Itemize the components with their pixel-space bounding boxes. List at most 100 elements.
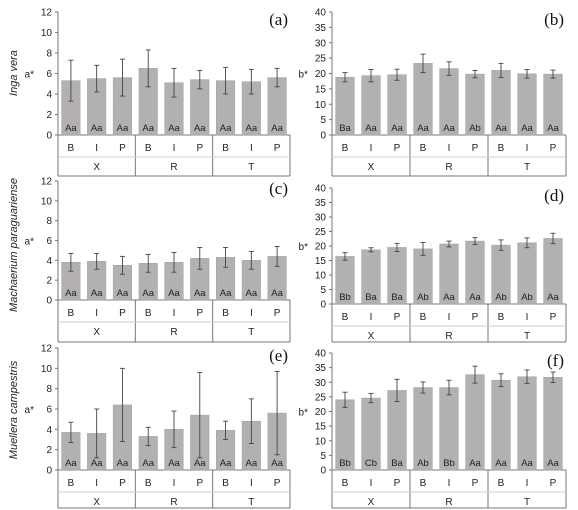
panel-c-x-tick-label: P — [196, 308, 203, 319]
panel-d-bar-label: Ab — [417, 292, 429, 303]
panel-d-x-tick-label: P — [472, 312, 479, 323]
panel-b-y-tick-label: 35 — [315, 23, 327, 34]
panel-f-bar — [543, 377, 563, 471]
panel-e-bar-label: Aa — [194, 458, 206, 469]
panel-a-bar-label: Aa — [117, 123, 129, 134]
panel-d-bar-label: Aa — [469, 292, 481, 303]
panel-e-y-tick-label: 8 — [46, 384, 52, 395]
panel-f-x-tick-label: I — [448, 478, 451, 489]
panel-b-y-tick-label: 30 — [315, 38, 327, 49]
panel-b-group-label: X — [368, 162, 375, 173]
panel-a-label: (a) — [269, 10, 288, 29]
panel-a-bar-label: Aa — [194, 123, 206, 134]
panel-a-x-tick-label: B — [68, 143, 75, 154]
panel-c-bar-label: Aa — [271, 288, 283, 299]
panel-d-y-tick-label: 5 — [320, 285, 326, 296]
panel-d-x-tick-label: I — [526, 312, 529, 323]
panel-c-y-axis-label: a* — [25, 237, 35, 248]
panel-b-bar-label: Ba — [339, 123, 351, 134]
panel-b-x-tick-label: P — [394, 143, 401, 154]
panel-e-y-tick-label: 0 — [46, 466, 52, 477]
panel-f-x-tick-label: B — [420, 478, 427, 489]
panel-d-bar-label: Ab — [495, 292, 507, 303]
panel-f-group-label: X — [368, 497, 375, 508]
panel-c-group-label: R — [170, 327, 177, 338]
panel-e-x-tick-label: I — [95, 478, 98, 489]
panel-f-x-tick-label: I — [526, 478, 529, 489]
panel-d-bar-label: Bb — [339, 292, 351, 303]
panel-d-x-tick-label: P — [550, 312, 557, 323]
panel-d-y-tick-label: 25 — [315, 227, 327, 238]
panel-d-y-tick-label: 10 — [315, 271, 327, 282]
panel-e-bar-label: Aa — [117, 458, 129, 469]
panel-a-bar-label: Aa — [220, 123, 232, 134]
panel-b-label: (b) — [544, 10, 564, 29]
panel-f-x-tick-label: B — [498, 478, 505, 489]
panel-f-y-tick-label: 10 — [315, 436, 327, 447]
panel-b-bar-label: Aa — [391, 123, 403, 134]
panel-d-bar-label: Aa — [443, 292, 455, 303]
panel-a-y-tick-label: 6 — [46, 69, 52, 80]
panel-f-y-tick-label: 40 — [315, 349, 327, 360]
panel-d-x-tick-label: B — [498, 312, 505, 323]
panel-c-y-tick-label: 10 — [41, 196, 53, 207]
panel-a-bar-label: Aa — [271, 123, 283, 134]
panel-a-y-tick-label: 4 — [46, 90, 52, 101]
panel-f-bar-label: Bb — [339, 458, 351, 469]
panel-e-group-label: X — [93, 497, 100, 508]
panel-f-label: (f) — [547, 351, 564, 370]
panel-d-x-tick-label: B — [420, 312, 427, 323]
panel-b-group-label: R — [445, 162, 452, 173]
panel-b-y-tick-label: 10 — [315, 100, 327, 111]
panel-b-y-tick-label: 15 — [315, 84, 327, 95]
panel-f-bar — [517, 376, 537, 471]
panel-b-x-tick-label: P — [472, 143, 479, 154]
panel-c-label: (c) — [269, 179, 288, 198]
panel-f-y-tick-label: 5 — [320, 451, 326, 462]
panel-b-bar-label: Aa — [417, 123, 429, 134]
panel-b-x-tick-label: I — [370, 143, 373, 154]
panel-e-bar-label: Aa — [142, 458, 154, 469]
panel-f-bar-label: Aa — [469, 458, 481, 469]
panel-f-y-tick-label: 25 — [315, 392, 327, 403]
panel-b-bar-label: Ab — [469, 123, 481, 134]
panel-a-y-tick-label: 12 — [41, 8, 53, 19]
panel-d-y-tick-label: 15 — [315, 256, 327, 267]
panel-d-bar-label: Ab — [521, 292, 533, 303]
panel-b-y-tick-label: 5 — [320, 115, 326, 126]
panel-b-x-tick-label: P — [550, 143, 557, 154]
panel-d-bar-label: Aa — [547, 292, 559, 303]
panel-a-bar-label: Aa — [168, 123, 180, 134]
panel-f-bar-label: Aa — [521, 458, 533, 469]
panel-a-group-label: X — [93, 162, 100, 173]
panel-a-bar-label: Aa — [246, 123, 258, 134]
panel-f-x-tick-label: P — [394, 478, 401, 489]
panel-b-bar-label: Aa — [365, 123, 377, 134]
panel-e-x-tick-label: P — [119, 478, 126, 489]
panel-c-bar-label: Aa — [168, 288, 180, 299]
panel-f-y-tick-label: 35 — [315, 363, 327, 374]
panel-e-bar-label: Aa — [246, 458, 258, 469]
panel-d-x-tick-label: I — [448, 312, 451, 323]
panel-d-group-label: R — [445, 331, 452, 342]
panel-f-bar — [491, 379, 511, 471]
panel-c-y-tick-label: 4 — [46, 256, 52, 267]
panel-d-bar-label: Ba — [365, 292, 377, 303]
panel-a-group-label: R — [170, 162, 177, 173]
panel-e-y-tick-label: 6 — [46, 405, 52, 416]
panel-f-y-axis-label: b* — [299, 408, 309, 419]
panel-f-bar-label: Ba — [391, 458, 403, 469]
panel-f-bar — [465, 374, 485, 471]
row-label-muellera-campestris: Muellera campestris — [8, 360, 21, 460]
panel-d-y-tick-label: 30 — [315, 213, 327, 224]
panel-b-bar-label: Aa — [521, 123, 533, 134]
panel-b-bar-label: Aa — [443, 123, 455, 134]
panel-b-group-label: T — [524, 162, 530, 173]
panel-d-x-tick-label: I — [370, 312, 373, 323]
panel-e-bar-label: Aa — [65, 458, 77, 469]
panel-b-y-tick-label: 40 — [315, 8, 327, 19]
panel-c-y-tick-label: 0 — [46, 296, 52, 307]
panel-f-x-tick-label: I — [370, 478, 373, 489]
panel-c-x-tick-label: B — [222, 308, 229, 319]
panel-e-x-tick-label: P — [274, 478, 281, 489]
